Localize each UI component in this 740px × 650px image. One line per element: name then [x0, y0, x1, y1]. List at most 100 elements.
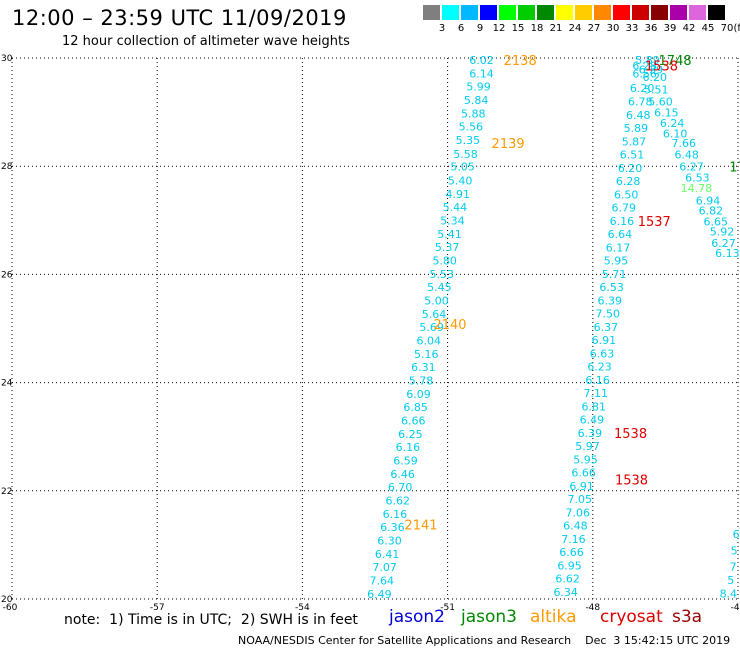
color-scale-tick: 21: [549, 23, 563, 34]
wave-height-label: 5.53: [430, 268, 455, 281]
y-tick-label: 26: [1, 270, 13, 280]
color-scale-swatch: [632, 5, 649, 20]
y-tick-label: 30: [1, 54, 13, 64]
wave-height-label: 6.31: [411, 361, 436, 374]
wave-height-label: 6.16: [383, 508, 408, 521]
x-tick-label: -48: [585, 603, 600, 613]
wave-height-label: 7: [730, 561, 737, 574]
pass-time-label: 2140: [433, 318, 466, 333]
wave-height-label: 6.53: [685, 172, 710, 185]
wave-height-label: 6.70: [388, 481, 413, 494]
wave-height-label: 8.4: [720, 588, 738, 601]
color-scale-tick: 12: [492, 23, 506, 34]
wave-height-label: 6.20: [618, 162, 643, 175]
legend-s3a: s3a: [672, 607, 703, 627]
wave-height-label: 6.28: [632, 60, 657, 73]
color-scale-swatch: [518, 5, 535, 20]
wave-height-label: 5.58: [453, 148, 478, 161]
wave-height-label: 5.56: [459, 121, 484, 134]
wave-height-label: 6.25: [398, 428, 423, 441]
wave-height-label: 6.51: [620, 148, 645, 161]
x-tick-label: -60: [3, 603, 18, 613]
wave-height-label: 5: [731, 544, 738, 557]
color-scale-swatch: [537, 5, 554, 20]
pass-time-label: 1538: [614, 427, 647, 442]
wave-height-label: 6.82: [699, 205, 724, 218]
chart-title: 12:00 – 23:59 UTC 11/09/2019: [12, 6, 347, 30]
legend-cryosat: cryosat: [600, 607, 663, 627]
wave-height-label: 5.92: [710, 226, 735, 239]
wave-height-label: 6.49: [367, 588, 392, 601]
credit-line: NOAA/NESDIS Center for Satellite Applica…: [238, 634, 731, 647]
y-tick-label: 28: [1, 162, 13, 172]
wave-height-label: 6.39: [597, 294, 622, 307]
wave-height-label: 5.71: [602, 268, 627, 281]
pass-time-label: 2141: [404, 518, 437, 533]
wave-height-label: 6.79: [612, 201, 637, 214]
wave-height-label: 5.99: [466, 81, 491, 94]
wave-height-label: 5.40: [448, 174, 473, 187]
wave-height-label: 6.50: [614, 188, 639, 201]
color-scale-tick: 15: [511, 23, 525, 34]
pass-time-label: 17: [729, 161, 740, 176]
wave-height-label: 6.78: [628, 95, 653, 108]
wave-height-label: 6.20: [643, 71, 668, 84]
wave-height-label: 6.64: [608, 228, 633, 241]
color-scale-tick: 18: [530, 23, 544, 34]
wave-height-label: 6.62: [555, 572, 580, 585]
wave-height-label: 5.35: [456, 134, 481, 147]
wave-height-label: 14.78: [681, 182, 713, 195]
wave-height-label: 6.04: [416, 334, 441, 347]
y-tick-label: 24: [1, 379, 13, 389]
color-scale-swatch: [708, 5, 725, 20]
color-scale-swatch: [461, 5, 478, 20]
wave-height-label: 6.91: [592, 334, 617, 347]
wave-height-label: 5.97: [575, 440, 600, 453]
color-scale-swatch: [480, 5, 497, 20]
pass-time-label: 1538: [615, 473, 648, 488]
y-tick-label: 22: [1, 487, 12, 497]
x-tick-label: -51: [440, 603, 455, 613]
wave-height-label: 5.89: [635, 54, 660, 67]
color-scale-swatch: [594, 5, 611, 20]
pass-time-label: 2138: [504, 54, 537, 69]
wave-height-label: 6.13: [715, 247, 740, 260]
color-scale-swatch: [499, 5, 516, 20]
wave-height-label: 6.81: [582, 400, 607, 413]
pass-time-label: 1748: [659, 54, 692, 69]
wave-height-label: 6.95: [557, 559, 582, 572]
data-layer: 6.026.145.995.845.885.565.355.585.055.40…: [367, 54, 740, 612]
wave-height-label: 7.64: [370, 575, 395, 588]
wave-height-label: 5.87: [622, 135, 647, 148]
wave-height-label: 6.37: [594, 321, 619, 334]
wave-height-label: 6.23: [587, 360, 612, 373]
x-tick-label: -54: [295, 603, 310, 613]
y-tick-label: 20: [1, 595, 13, 605]
color-scale-swatch: [423, 5, 440, 20]
wave-height-label: 5.44: [443, 201, 468, 214]
wave-height-label: 6.49: [580, 413, 605, 426]
wave-height-label: 5.05: [450, 161, 475, 174]
wave-height-label: 5.80: [432, 254, 457, 267]
legend-jason2: jason2: [389, 607, 445, 627]
wave-height-label: 5.69: [419, 321, 444, 334]
color-scale-swatch: [651, 5, 668, 20]
legend-altika: altika: [530, 607, 577, 627]
wave-height-label: 7.05: [567, 493, 592, 506]
color-scale-tick: 39: [663, 23, 677, 34]
wave-height-label: 5.60: [648, 95, 673, 108]
pass-time-label: 2139: [492, 137, 525, 152]
legend-jason3: jason3: [461, 607, 517, 627]
wave-height-label: 7.02: [551, 599, 576, 612]
wave-height-label: 6.09: [406, 388, 431, 401]
color-scale-swatch: [442, 5, 459, 20]
wave-height-label: 6.46: [390, 468, 415, 481]
wave-height-label: 5.89: [624, 122, 649, 135]
wave-height-label: 4.91: [446, 188, 471, 201]
color-scale-tick: 9: [476, 23, 484, 34]
wave-height-label: 5.88: [461, 108, 486, 121]
wave-height-label: 7.07: [372, 561, 397, 574]
wave-height-label: 5.78: [409, 374, 434, 387]
chart-subtitle: 12 hour collection of altimeter wave hei…: [62, 34, 350, 49]
wave-height-label: 5.84: [464, 94, 489, 107]
